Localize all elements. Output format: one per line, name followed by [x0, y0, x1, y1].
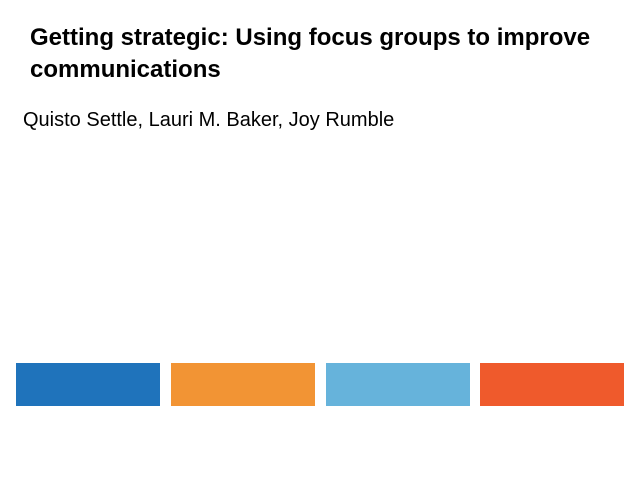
decorative-color-bar: [16, 363, 624, 406]
blue-block: [16, 363, 160, 406]
light-blue-block: [326, 363, 470, 406]
slide-authors: Quisto Settle, Lauri M. Baker, Joy Rumbl…: [23, 109, 395, 131]
orange-block: [171, 363, 315, 406]
red-orange-block: [480, 363, 624, 406]
slide-title: Getting strategic: Using focus groups to…: [30, 24, 591, 83]
